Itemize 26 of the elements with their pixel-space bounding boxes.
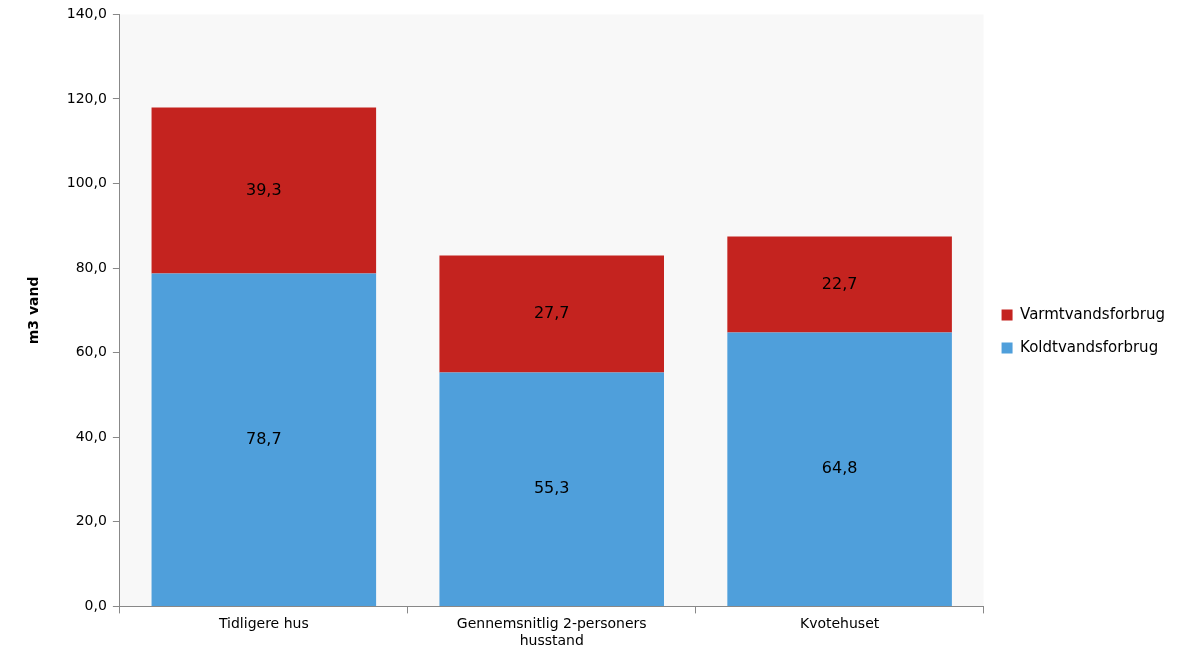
y-tick-label: 80,0 — [75, 258, 107, 275]
bar — [439, 372, 664, 606]
data-label: 22,7 — [821, 273, 858, 293]
data-label: 55,3 — [533, 478, 570, 498]
bar — [727, 332, 952, 606]
bar — [151, 107, 377, 274]
data-label: 78,7 — [246, 428, 282, 448]
bar — [151, 273, 377, 606]
data-label: 64,8 — [821, 458, 858, 478]
bar — [727, 236, 952, 333]
x-tick-label: Gennemsnitlig 2-personers husstand — [456, 615, 647, 649]
y-tick-label: 20,0 — [75, 512, 107, 529]
y-tick-label: 100,0 — [66, 174, 107, 191]
bar — [439, 255, 664, 373]
legend-label: Koldtvandsforbrug — [1020, 337, 1159, 356]
data-label: 27,7 — [533, 303, 570, 323]
y-tick-label: 140,0 — [66, 5, 107, 22]
data-label: 39,3 — [246, 179, 282, 199]
x-tick-label: Kvotehuset — [799, 615, 880, 632]
y-axis-title: m3 vand — [25, 276, 42, 345]
y-tick-label: 120,0 — [66, 89, 107, 106]
y-tick-label: 60,0 — [75, 343, 107, 360]
legend-label: Varmtvandsforbrug — [1020, 304, 1166, 323]
x-tick-label: Tidligere hus — [217, 615, 309, 632]
y-tick-label: 40,0 — [75, 427, 107, 444]
y-tick-label: 0,0 — [84, 597, 107, 614]
